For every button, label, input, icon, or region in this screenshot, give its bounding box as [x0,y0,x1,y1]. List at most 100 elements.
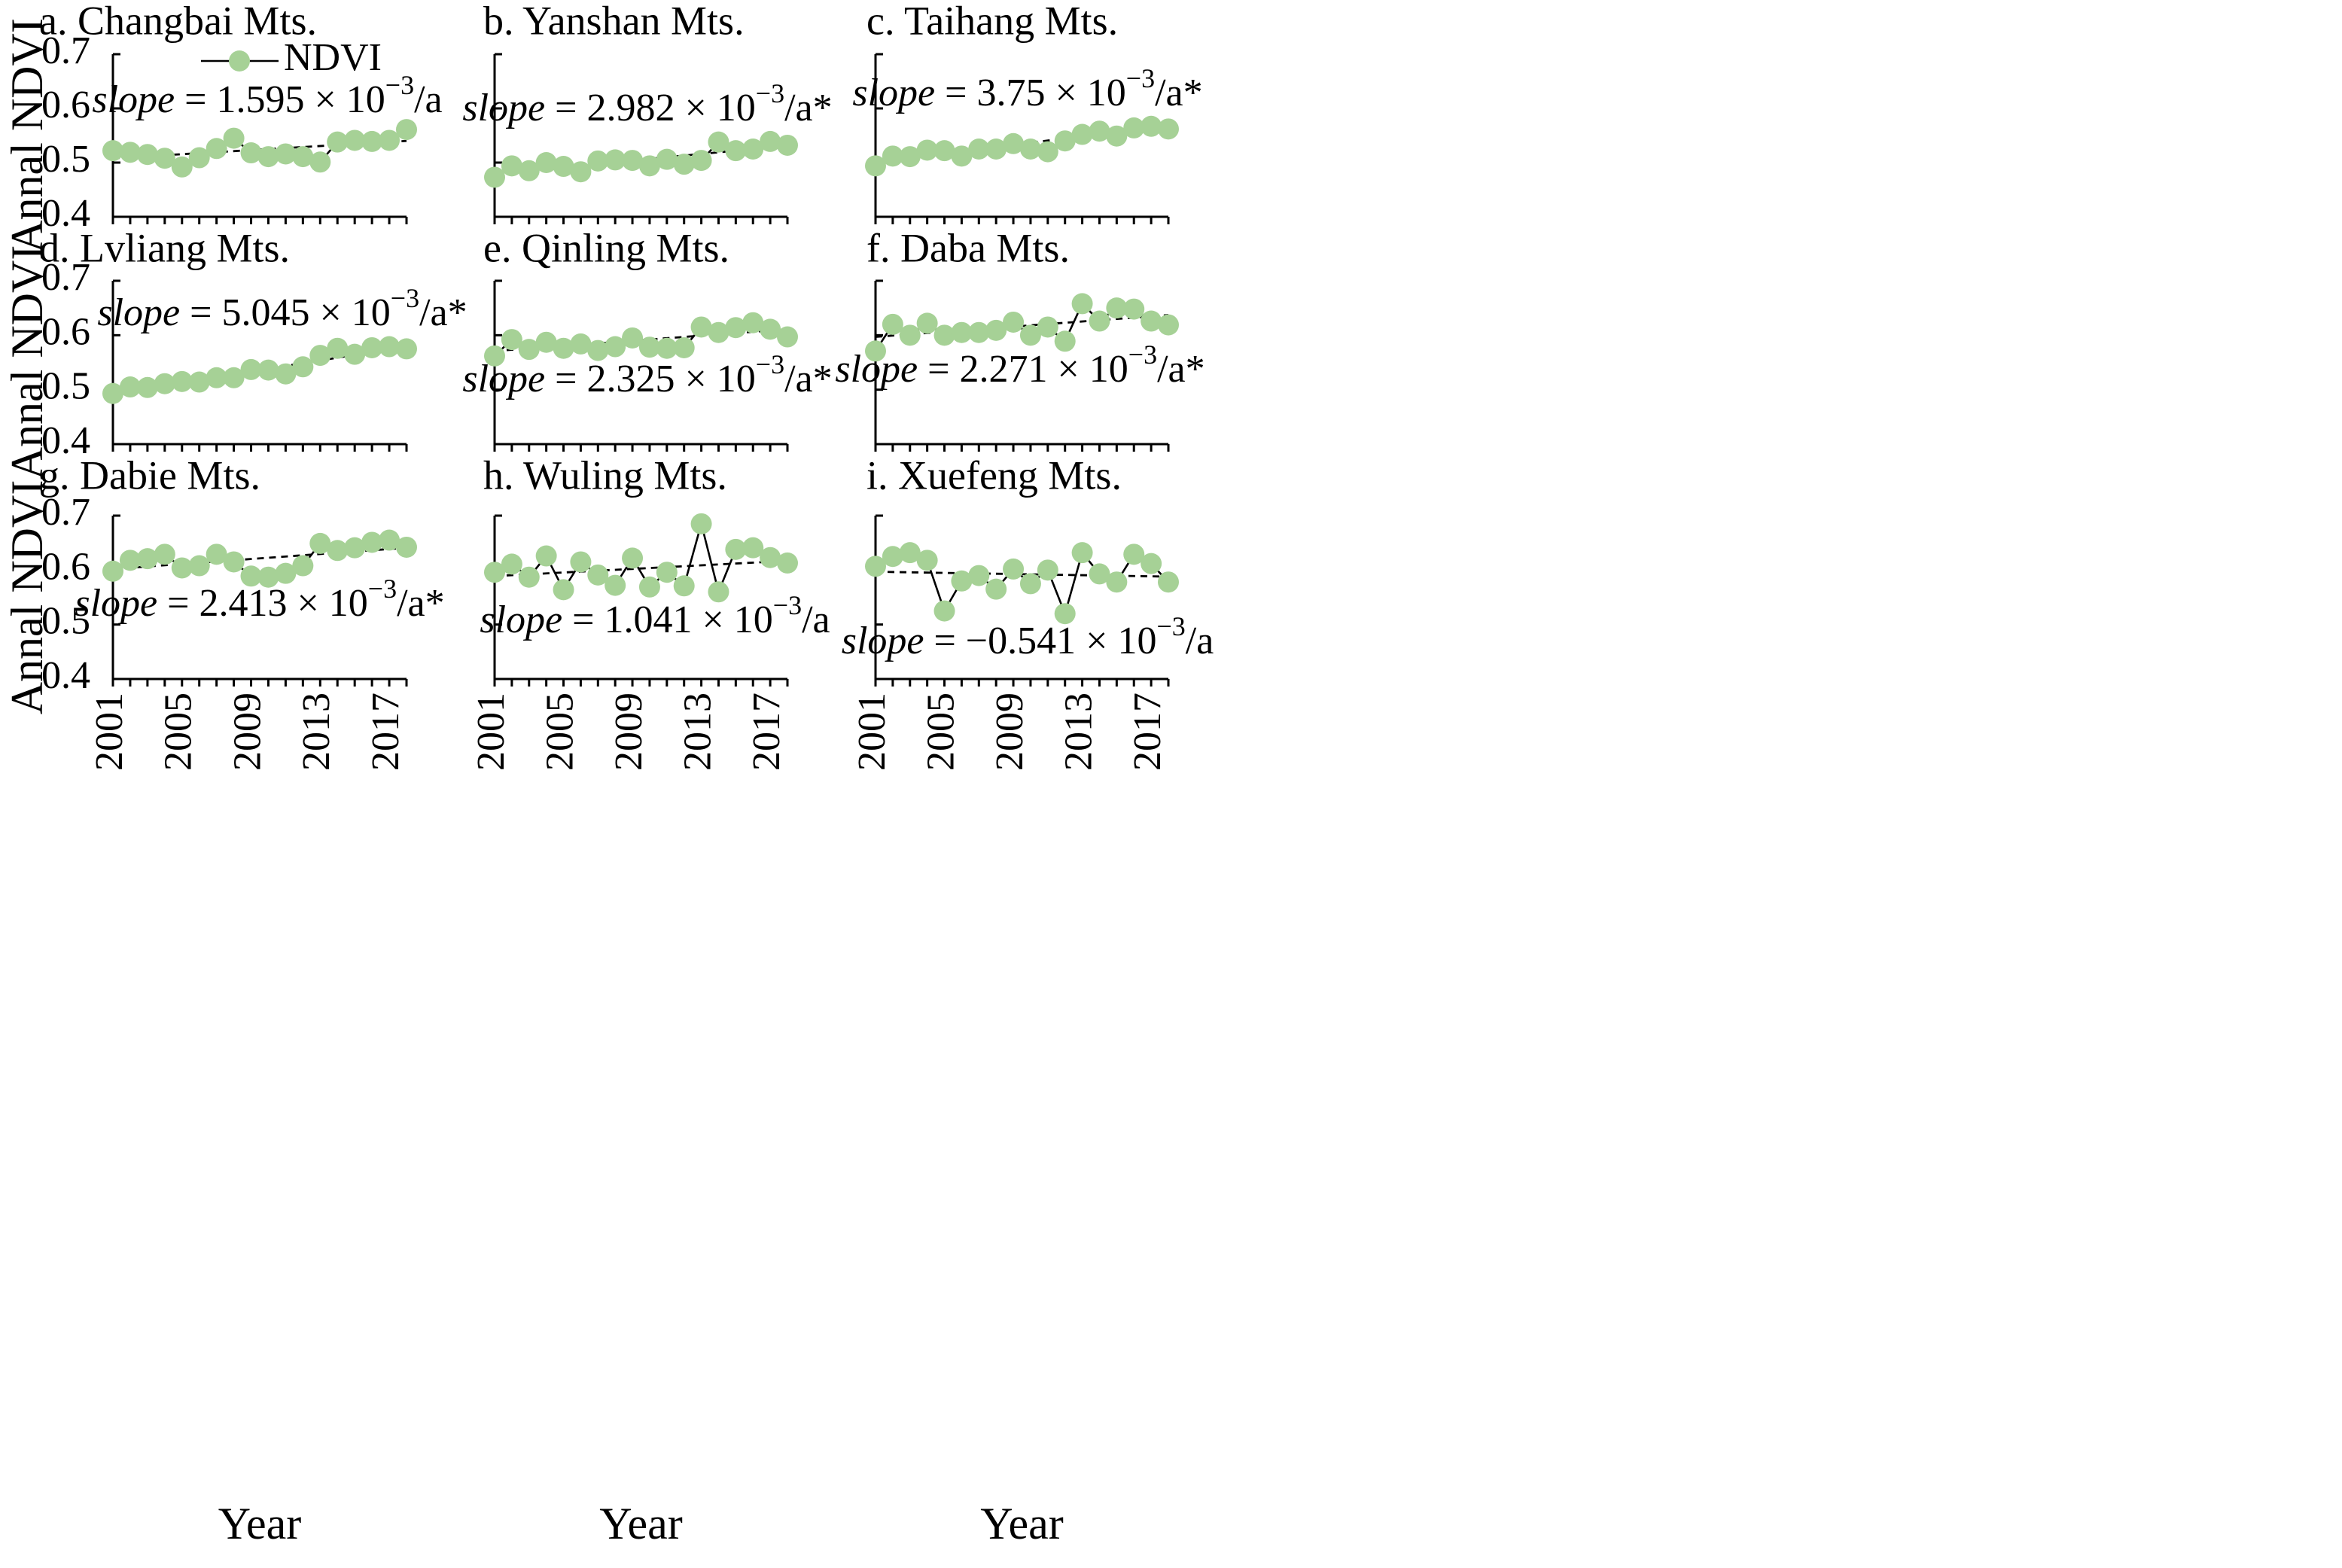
data-point [171,156,193,178]
data-point [379,129,400,151]
x-axis-label: Year [980,1499,1064,1548]
data-point [518,160,540,181]
data-point [154,148,175,169]
x-axis-label: Year [218,1499,302,1548]
data-point [638,155,660,177]
y-tick-label: 0.4 [41,654,90,697]
data-point [154,373,175,394]
y-tick-label: 0.5 [41,138,90,181]
data-point [673,154,695,175]
data-point [119,550,141,571]
data-point [396,338,417,360]
data-point [1037,141,1058,163]
data-point [361,130,383,152]
data-point [605,336,626,358]
data-point [1003,132,1025,154]
data-point [1089,120,1110,142]
x-tick-label: 2001 [470,693,513,771]
y-axis-label: Annal NDVI [2,480,52,715]
data-point [777,552,798,574]
y-axis-label: Annal NDVI [2,245,52,480]
y-tick-label: 0.5 [41,600,90,643]
data-point [553,156,574,178]
data-point [136,548,158,570]
data-point [725,317,747,339]
data-point [344,343,366,365]
slope-mantissa: 2.982 × 10 [586,87,755,129]
data-point [622,327,644,349]
x-tick-label: 2013 [1058,693,1101,771]
data-point [553,579,574,601]
slope-annotation: slope = 2.982 × 10−3/a* [462,78,832,129]
data-point [188,147,210,169]
data-point [240,565,262,587]
x-tick-label: 2005 [157,693,200,771]
data-point [119,376,141,398]
slope-annotation: slope = 5.045 × 10−3/a* [97,283,467,334]
x-tick-label: 2009 [988,693,1031,771]
data-point [865,155,886,177]
data-point [275,143,297,165]
data-point [518,339,540,361]
slope-eq: = [175,78,216,121]
data-point [570,333,592,355]
data-point [1123,543,1145,565]
data-point [638,576,660,598]
x-tick-label: 2017 [745,693,788,771]
slope-suffix: /a [414,78,443,121]
data-point [933,140,955,162]
data-point [1071,123,1093,145]
data-point [587,564,609,586]
data-point [673,575,695,597]
panel-title: h. Wuling Mts. [483,452,727,498]
slope-exponent: −3 [756,349,784,379]
slope-annotation: slope = 2.271 × 10−3/a* [835,339,1205,391]
slope-mantissa: −0.541 × 10 [966,620,1157,662]
data-point [968,565,990,586]
data-point [171,370,193,392]
data-point [257,566,279,588]
panel-b: b. Yanshan Mts. slope = 2.982 × 10−3/a* [462,0,833,224]
data-point [916,139,938,161]
panel-i: i. Xuefeng Mts. 2001 2005 2009 2013 2017 slope… [842,452,1214,1548]
data-point [1158,314,1179,336]
data-point [379,529,400,551]
panel-g: g. Dabie Mts. 0.4 0.5 0.6 0.7 2001 2005 2009 201… [2,452,445,1548]
data-point [309,345,331,367]
data-point [865,340,886,362]
data-point [206,138,227,160]
data-point [899,324,921,346]
data-point [1037,559,1058,581]
data-point [206,543,227,565]
slope-eq: = [180,291,221,334]
data-point [742,312,764,333]
data-point [882,313,903,335]
x-tick-label: 2017 [364,693,407,771]
data-point [570,551,592,573]
panel-title: g. Dabie Mts. [39,452,260,498]
x-tick-label: 2009 [226,693,269,771]
data-point [899,146,921,168]
data-point [292,555,314,577]
data-point [985,319,1007,341]
data-point [899,542,921,564]
panel-title: c. Taihang Mts. [866,0,1118,43]
data-point [690,150,712,172]
data-point [501,329,522,351]
y-tick-label: 0.6 [41,84,90,126]
data-point [708,321,729,343]
data-point [1141,553,1162,574]
data-point [605,149,626,171]
data-point [309,532,331,554]
data-point [656,562,678,583]
data-point [206,367,227,388]
data-point [690,513,712,534]
data-point [1037,316,1058,338]
data-point [605,574,626,596]
data-point [257,359,279,381]
slope-annotation: slope = 1.041 × 10−3/a [480,590,830,641]
data-point [1158,118,1179,140]
y-tick-label: 0.4 [41,419,90,462]
slope-word: slope [462,87,545,129]
slope-suffix: /a [1186,620,1214,662]
